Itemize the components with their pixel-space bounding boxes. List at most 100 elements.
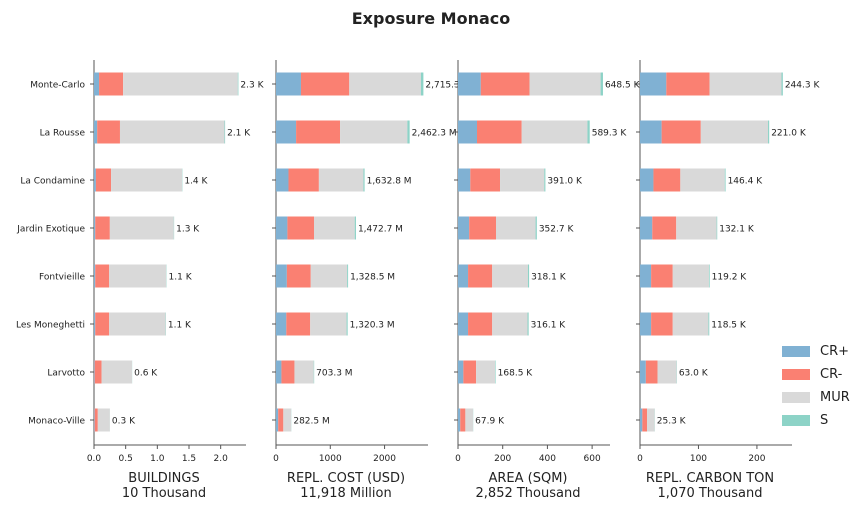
- bar-crplus: [458, 264, 469, 288]
- bar-crminus: [469, 216, 496, 240]
- bar-mur: [101, 360, 132, 384]
- bar-crplus: [640, 312, 652, 336]
- bar-crplus: [94, 360, 95, 384]
- bar-crplus: [276, 408, 279, 432]
- bar-crplus: [94, 216, 96, 240]
- bar-total-label: 1.4 K: [184, 177, 208, 187]
- bar-crminus: [468, 264, 493, 288]
- bar-total-label: 2,715.3: [425, 81, 459, 91]
- legend-item: CR-: [782, 363, 850, 386]
- bar-s: [346, 312, 348, 336]
- bar-mur: [500, 168, 545, 192]
- panel-4: 244.3 K 221.0 K 146.4 K 132.1 K 119.2 K 118.5…: [636, 60, 820, 501]
- x-axis-sublabel: 2,852 Thousand: [476, 486, 581, 501]
- x-axis-label: BUILDINGS: [128, 471, 199, 486]
- bar-total-label: 63.0 K: [679, 369, 709, 379]
- panel-3: 648.5 K 589.3 K 391.0 K 352.7 K 318.1 K 316.1…: [454, 60, 641, 501]
- bar-s: [587, 120, 590, 144]
- bar-crplus: [640, 408, 643, 432]
- bar-mur: [521, 120, 588, 144]
- bar-s: [527, 312, 529, 336]
- bar-total-label: 703.3 M: [316, 369, 352, 379]
- x-tick-label: 100: [690, 454, 707, 464]
- bar-total-label: 118.5 K: [711, 321, 747, 331]
- bar-crminus: [94, 360, 102, 384]
- x-tick-label: 0: [637, 454, 643, 464]
- legend-item: CR+: [782, 340, 850, 363]
- bar-crminus: [480, 72, 530, 96]
- legend-item: S: [782, 409, 850, 432]
- bar-crplus: [276, 168, 289, 192]
- bar-crminus: [661, 120, 701, 144]
- legend-label: CR-: [820, 367, 843, 382]
- bar-crminus: [286, 312, 311, 336]
- bar-mur: [709, 72, 782, 96]
- bar-total-label: 1.1 K: [168, 321, 192, 331]
- bar-crplus: [640, 216, 653, 240]
- bar-crplus: [276, 312, 287, 336]
- bar-crminus: [653, 168, 681, 192]
- bar-total-label: 67.9 K: [475, 417, 505, 427]
- bar-mur: [680, 168, 725, 192]
- legend-label: CR+: [820, 344, 850, 359]
- bar-crplus: [458, 312, 469, 336]
- bar-crminus: [666, 72, 710, 96]
- chart-title: Exposure Monaco: [352, 9, 511, 28]
- bar-mur: [672, 312, 709, 336]
- x-tick-label: 0: [273, 454, 279, 464]
- bar-crminus: [99, 72, 124, 96]
- legend-item: MUR: [782, 386, 850, 409]
- bar-total-label: 282.5 M: [293, 417, 329, 427]
- x-axis-sublabel: 1,070 Thousand: [658, 486, 763, 501]
- legend-label: S: [820, 413, 829, 428]
- y-tick-label: Les Moneghetti: [16, 321, 85, 331]
- bar-mur: [318, 168, 364, 192]
- bar-s: [716, 216, 718, 240]
- x-tick-label: 2000: [373, 454, 396, 464]
- bar-crplus: [640, 360, 646, 384]
- bar-total-label: 1,632.8 M: [367, 177, 412, 187]
- legend-swatch: [782, 369, 810, 380]
- bar-crplus: [276, 72, 301, 96]
- x-axis-sublabel: 11,918 Million: [300, 486, 391, 501]
- y-tick-label: Monte-Carlo: [30, 81, 85, 91]
- bar-mur: [700, 120, 769, 144]
- bar-crplus: [458, 168, 471, 192]
- bar-total-label: 1.3 K: [176, 225, 200, 235]
- bar-crminus: [460, 408, 466, 432]
- bar-mur: [676, 216, 717, 240]
- bar-mur: [119, 120, 225, 144]
- y-tick-label: La Rousse: [40, 129, 86, 139]
- bar-total-label: 1,472.7 M: [358, 225, 403, 235]
- bar-total-label: 391.0 K: [547, 177, 583, 187]
- bar-s: [347, 264, 349, 288]
- bar-mur: [294, 360, 314, 384]
- bar-mur: [310, 312, 347, 336]
- bar-mur: [349, 72, 421, 96]
- bar-crminus: [300, 72, 350, 96]
- bar-crminus: [95, 168, 112, 192]
- bar-crminus: [470, 168, 501, 192]
- bar-crplus: [276, 264, 287, 288]
- legend-swatch: [782, 392, 810, 403]
- x-tick-label: 0: [455, 454, 461, 464]
- x-tick-label: 200: [494, 454, 511, 464]
- bar-mur: [123, 72, 238, 96]
- bar-crminus: [296, 120, 341, 144]
- bar-crminus: [651, 264, 673, 288]
- panel-2: 2,715.3 2,462.3 M 1,632.8 M 1,472.7 M 1,328.…: [272, 60, 460, 501]
- bar-crplus: [458, 72, 481, 96]
- bar-total-label: 1,320.3 M: [350, 321, 395, 331]
- bar-mur: [492, 312, 528, 336]
- y-tick-label: Jardin Exotique: [16, 225, 85, 235]
- bar-mur: [496, 216, 536, 240]
- bar-mur: [109, 264, 167, 288]
- bar-total-label: 221.0 K: [771, 129, 807, 139]
- bar-mur: [310, 264, 348, 288]
- bar-s: [407, 120, 410, 144]
- bar-crplus: [94, 408, 95, 432]
- x-tick-label: 0.0: [87, 454, 102, 464]
- legend-swatch: [782, 346, 810, 357]
- x-axis-label: REPL. COST (USD): [287, 471, 405, 486]
